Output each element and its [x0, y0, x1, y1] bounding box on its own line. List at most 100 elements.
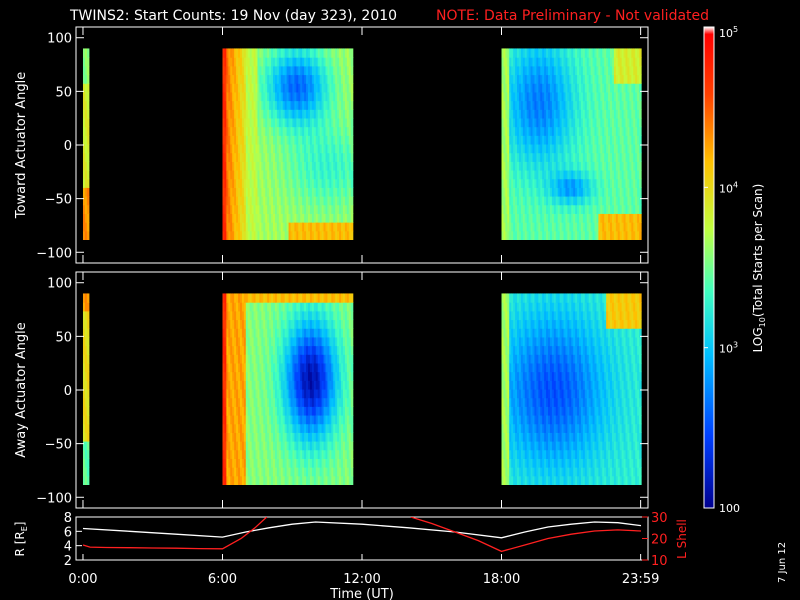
- heatmap-cell: [251, 213, 255, 223]
- heatmap-cell: [342, 161, 346, 171]
- heatmap-cell: [288, 152, 292, 162]
- heatmap-cell: [580, 196, 584, 206]
- heatmap-cell: [325, 380, 329, 390]
- heatmap-cell: [613, 117, 617, 128]
- heatmap-cell: [534, 74, 537, 84]
- heatmap-cell: [615, 117, 619, 128]
- heatmap-cell: [224, 135, 227, 145]
- heatmap-cell: [331, 414, 334, 425]
- heatmap-cell: [230, 310, 233, 321]
- heatmap-cell: [238, 126, 241, 136]
- heatmap-cell: [513, 74, 516, 84]
- heatmap-cell: [306, 169, 309, 180]
- heatmap-cell: [304, 178, 307, 188]
- heatmap-cell: [517, 475, 520, 485]
- heatmap-cell: [594, 187, 598, 197]
- heatmap-cell: [329, 126, 332, 136]
- heatmap-cell: [515, 371, 518, 381]
- heatmap-cell: [341, 380, 344, 390]
- heatmap-cell: [273, 414, 276, 425]
- heatmap-cell: [255, 74, 259, 84]
- heatmap-cell: [304, 475, 307, 485]
- heatmap-cell: [313, 441, 317, 451]
- heatmap-cell: [505, 406, 508, 416]
- heatmap-cell: [249, 467, 253, 477]
- heatmap-cell: [639, 169, 642, 180]
- heatmap-cell: [520, 441, 524, 451]
- heatmap-cell: [625, 143, 629, 154]
- heatmap-cell: [548, 135, 551, 145]
- heatmap-cell: [629, 143, 632, 154]
- heatmap-cell: [271, 302, 274, 312]
- heatmap-cell: [269, 397, 272, 407]
- heatmap-cell: [588, 74, 592, 84]
- heatmap-cell: [337, 388, 340, 399]
- heatmap-cell: [271, 83, 274, 93]
- heatmap-cell: [557, 65, 561, 76]
- heatmap-cell: [341, 371, 344, 381]
- heatmap-cell: [263, 423, 266, 433]
- heatmap-cell: [267, 109, 270, 119]
- heatmap-cell: [230, 432, 233, 442]
- heatmap-cell: [226, 380, 229, 390]
- heatmap-cell: [582, 83, 586, 93]
- heatmap-cell: [296, 345, 299, 355]
- heatmap-cell: [82, 423, 86, 433]
- heatmap-cell: [569, 230, 572, 240]
- heatmap-cell: [278, 65, 282, 76]
- preliminary-note: NOTE: Data Preliminary - Not validated: [436, 8, 709, 24]
- heatmap-cell: [602, 152, 605, 162]
- heatmap-cell: [263, 293, 266, 303]
- heatmap-cell: [267, 100, 270, 110]
- heatmap-cell: [267, 169, 270, 180]
- heatmap-cell: [276, 143, 280, 154]
- heatmap-cell: [524, 204, 528, 214]
- heatmap-cell: [544, 230, 547, 240]
- heatmap-cell: [635, 126, 638, 136]
- heatmap-cell: [517, 143, 520, 154]
- heatmap-cell: [548, 83, 551, 93]
- heatmap-cell: [524, 362, 528, 373]
- heatmap-cell: [534, 222, 537, 232]
- heatmap-cell: [567, 48, 570, 58]
- heatmap-cell: [528, 109, 532, 119]
- heatmap-cell: [82, 475, 86, 485]
- heatmap-cell: [342, 178, 346, 188]
- heatmap-cell: [263, 302, 266, 312]
- heatmap-cell: [267, 328, 270, 338]
- y-tick-label: 0: [64, 139, 72, 154]
- heatmap-cell: [234, 204, 237, 214]
- heatmap-cell: [273, 91, 276, 102]
- heatmap-cell: [251, 449, 255, 459]
- heatmap-cell: [265, 187, 268, 197]
- heatmap-cell: [269, 388, 272, 399]
- heatmap-cell: [623, 91, 627, 102]
- heatmap-cell: [339, 302, 342, 312]
- heatmap-cell: [526, 406, 530, 416]
- heatmap-cell: [239, 126, 243, 136]
- heatmap-cell: [269, 109, 272, 119]
- heatmap-cell: [335, 161, 338, 171]
- heatmap-cell: [528, 65, 532, 76]
- heatmap-cell: [296, 388, 299, 399]
- heatmap-cell: [579, 65, 582, 76]
- heatmap-cell: [251, 345, 255, 355]
- heatmap-cell: [251, 328, 255, 338]
- heatmap-cell: [317, 423, 321, 433]
- heatmap-cell: [329, 414, 332, 425]
- heatmap-cell: [288, 328, 292, 338]
- heatmap-cell: [511, 48, 514, 58]
- heatmap-cell: [323, 196, 327, 206]
- heatmap-cell: [236, 48, 239, 58]
- heatmap-cell: [236, 458, 239, 468]
- heatmap-cell: [619, 187, 623, 197]
- heatmap-cell: [253, 328, 257, 338]
- heatmap-cell: [575, 143, 578, 154]
- heatmap-cell: [257, 91, 261, 102]
- heatmap-cell: [319, 204, 323, 214]
- heatmap-cell: [606, 48, 609, 58]
- heatmap-cell: [546, 196, 549, 206]
- heatmap-cell: [584, 222, 588, 232]
- heatmap-cell: [282, 328, 286, 338]
- heatmap-cell: [245, 204, 249, 214]
